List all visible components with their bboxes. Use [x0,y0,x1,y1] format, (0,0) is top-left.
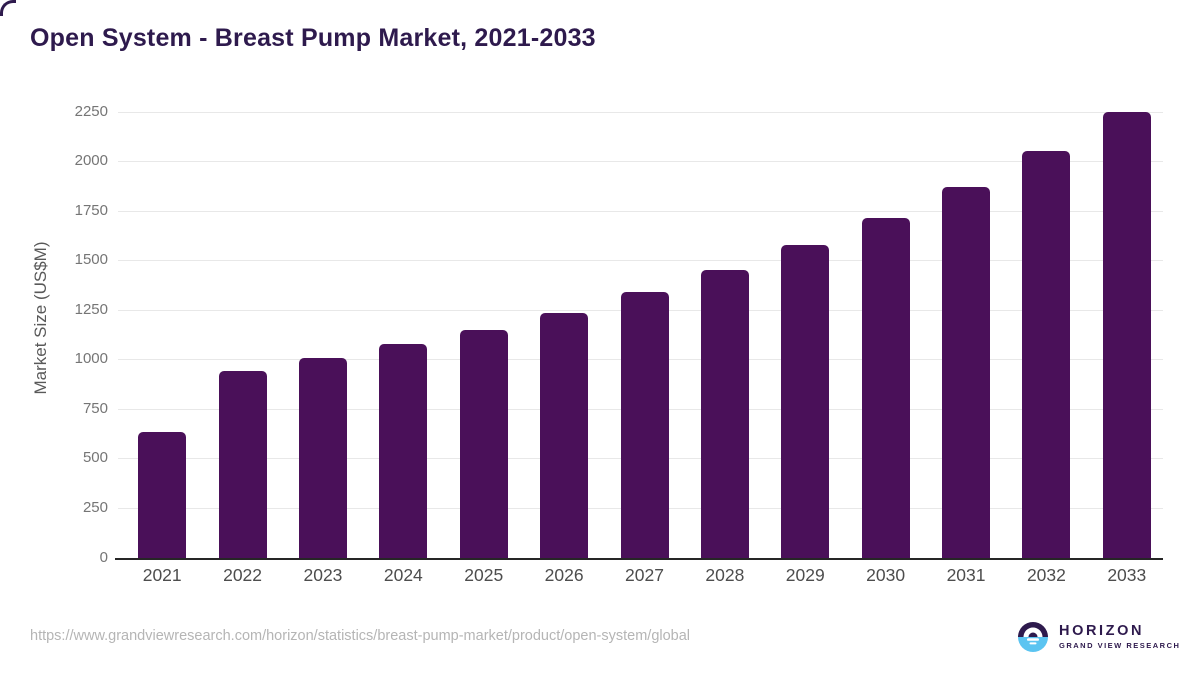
x-tick-label-2028: 2028 [705,565,745,585]
y-tick-label-250: 250 [82,498,108,516]
y-tick-label-1000: 1000 [74,350,108,368]
x-tick-label-2030: 2030 [866,565,906,585]
x-tick-label-2021: 2021 [142,565,182,585]
x-tick-label-2025: 2025 [464,565,504,585]
x-tick-label-2024: 2024 [383,565,423,585]
y-tick-label-1500: 1500 [74,251,108,269]
bar-2028[interactable] [700,270,749,558]
bar-2030[interactable] [861,217,910,558]
bar-2022[interactable] [218,371,267,558]
x-tick-label-2023: 2023 [303,565,343,585]
y-tick-label-1750: 1750 [74,201,108,219]
gridline-2000 [118,161,1163,163]
bar-2027[interactable] [620,291,669,558]
bar-2026[interactable] [540,312,589,558]
bar-2021[interactable] [138,431,187,558]
horizon-logo-text: HORIZON GRAND VIEW RESEARCH [1059,624,1180,650]
y-tick-label-500: 500 [82,449,108,467]
gridline-2250 [118,111,1163,113]
bar-2033[interactable] [1102,111,1151,558]
logo-title: HORIZON [1059,623,1145,639]
y-tick-label-750: 750 [82,399,108,417]
bar-2032[interactable] [1022,151,1071,558]
gridline-1500 [118,260,1163,262]
x-tick-label-2031: 2031 [946,565,986,585]
y-tick-label-2250: 2250 [74,102,108,120]
plot-area [118,111,1163,558]
bar-2029[interactable] [781,245,830,558]
bar-2025[interactable] [459,329,508,558]
x-tick-label-2032: 2032 [1026,565,1066,585]
y-tick-label-0: 0 [99,548,108,566]
source-url: https://www.grandviewresearch.com/horizo… [30,628,691,644]
widget-corner-decoration [0,0,16,16]
y-tick-label-1250: 1250 [74,300,108,318]
bar-2023[interactable] [298,358,347,558]
x-tick-label-2022: 2022 [223,565,263,585]
x-axis-line [115,557,1163,560]
chart-title: Open System - Breast Pump Market, 2021-2… [30,24,596,52]
x-tick-label-2027: 2027 [625,565,664,585]
bar-2031[interactable] [942,186,991,558]
x-tick-label-2026: 2026 [544,565,584,585]
horizon-logo: HORIZON GRAND VIEW RESEARCH [1018,622,1180,652]
bar-2024[interactable] [379,344,428,558]
x-tick-label-2029: 2029 [785,565,825,585]
x-tick-label-2033: 2033 [1107,565,1147,585]
y-tick-label-2000: 2000 [74,152,108,170]
horizon-logo-icon [1018,622,1048,652]
logo-subtitle: GRAND VIEW RESEARCH [1059,641,1181,650]
gridline-1750 [118,210,1163,212]
